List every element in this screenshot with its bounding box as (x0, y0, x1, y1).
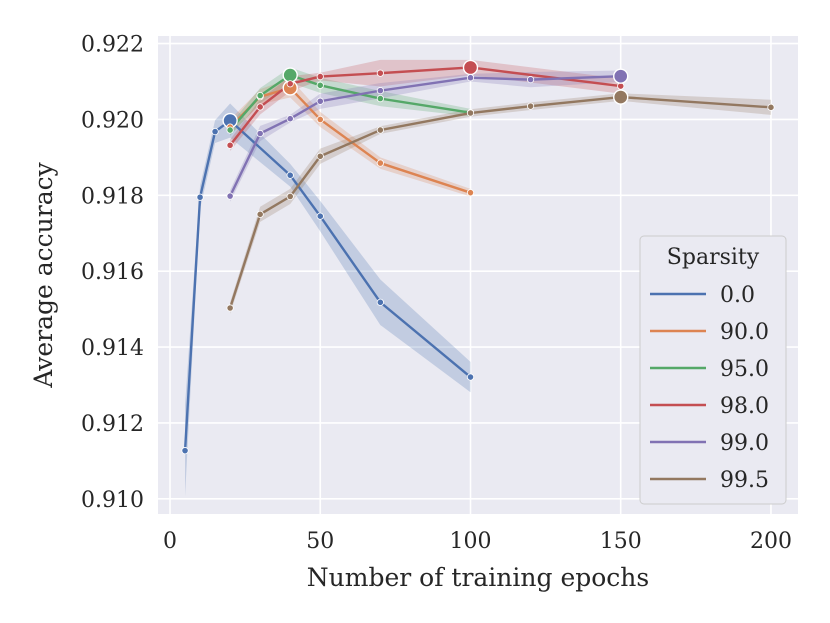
legend-label: 99.5 (720, 468, 769, 493)
data-point (286, 80, 294, 88)
data-point (226, 192, 234, 200)
data-point (286, 115, 294, 123)
ci-band-98.0 (230, 59, 621, 151)
data-point (466, 74, 475, 82)
data-point (316, 72, 324, 81)
x-axis-label: Number of training epochs (307, 563, 649, 592)
best-point (282, 67, 298, 83)
y-tick-label: 0.918 (81, 184, 144, 209)
data-point (767, 103, 775, 111)
legend-frame (639, 235, 787, 505)
x-tick-label: 200 (750, 529, 792, 554)
data-point (376, 94, 384, 103)
legend-label: 95.0 (720, 357, 769, 382)
legend-title: Sparsity (667, 245, 760, 270)
data-point (376, 298, 384, 306)
series-line-0.0 (183, 119, 472, 451)
data-point (226, 126, 234, 134)
legend-label: 90.0 (720, 320, 769, 345)
y-tick-label: 0.922 (81, 33, 144, 58)
data-point (211, 128, 219, 136)
x-tick-label: 100 (449, 529, 491, 554)
data-point (256, 210, 264, 218)
best-point (613, 68, 629, 84)
series-line-99.0 (229, 75, 621, 197)
data-point (181, 447, 189, 455)
x-tick-label: 150 (600, 529, 642, 554)
data-point (256, 129, 264, 138)
y-tick-label: 0.920 (81, 108, 144, 133)
data-point (256, 103, 264, 111)
data-point (466, 373, 475, 381)
data-point (286, 192, 294, 201)
data-point (376, 159, 384, 167)
data-point (226, 304, 234, 312)
data-point (286, 171, 294, 179)
data-point (526, 76, 535, 84)
ci-band-95.0 (230, 67, 471, 136)
data-point (466, 109, 475, 117)
data-point (376, 69, 384, 77)
data-point (316, 152, 324, 160)
data-point (316, 212, 324, 220)
data-point (196, 193, 204, 201)
y-tick-labels: 0.910 0.912 0.914 0.916 0.918 0.920 0.922 (81, 33, 144, 513)
legend: Sparsity 0.0 90.0 95.0 98.0 99.0 99.5 (639, 235, 787, 505)
legend-label: 98.0 (720, 394, 769, 419)
ci-band-99.0 (230, 70, 621, 202)
data-point (466, 189, 475, 197)
data-point (316, 97, 324, 105)
best-point (613, 89, 629, 105)
data-point (526, 102, 535, 110)
data-point (256, 91, 264, 100)
y-axis-label: Average accuracy (29, 161, 58, 388)
data-point (376, 126, 384, 134)
x-tick-labels: 0 50 100 150 200 (163, 529, 792, 554)
x-tick-label: 0 (163, 529, 177, 554)
x-tick-label: 50 (306, 529, 334, 554)
data-point (376, 87, 384, 95)
data-point (226, 141, 234, 149)
y-tick-label: 0.914 (81, 336, 144, 361)
legend-items: 0.0 90.0 95.0 98.0 99.0 99.5 (650, 283, 769, 493)
data-point (316, 81, 324, 89)
legend-label: 99.0 (720, 431, 769, 456)
best-point (462, 59, 479, 76)
legend-label: 0.0 (720, 283, 755, 308)
y-tick-label: 0.916 (81, 260, 144, 285)
y-tick-label: 0.912 (81, 412, 144, 437)
data-points (181, 59, 775, 455)
y-tick-label: 0.910 (81, 488, 144, 513)
data-point (316, 115, 324, 124)
ci-band-90.0 (230, 78, 471, 197)
